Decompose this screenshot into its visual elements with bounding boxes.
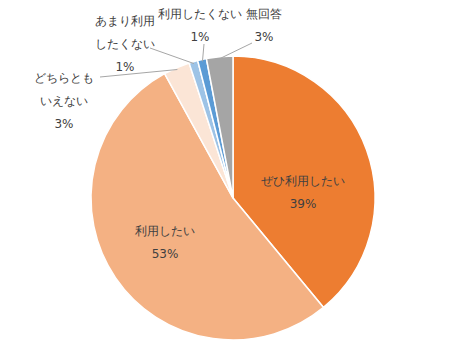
value-label: 53% — [152, 247, 179, 261]
category-label: 無回答 — [246, 7, 282, 21]
value-label: 39% — [290, 197, 317, 211]
leader-line — [150, 48, 194, 64]
category-label: 利用したい — [135, 224, 195, 238]
leader-line — [202, 44, 204, 61]
value-label: 1% — [190, 30, 209, 44]
value-label: 3% — [54, 117, 73, 131]
slice — [206, 56, 233, 198]
chart: ぜひ利用したい 39% 利用したい 53% どちらともいえない 3% あまり利用したくない 1… — [0, 0, 466, 359]
value-label: 3% — [254, 30, 273, 44]
value-label: 1% — [115, 60, 134, 74]
category-label: ぜひ利用したい — [261, 174, 345, 188]
pie — [91, 56, 375, 340]
leader-line — [100, 70, 177, 77]
labels: ぜひ利用したい 39% 利用したい 53% どちらともいえない 3% あまり利用したくない 1… — [34, 7, 345, 261]
category-label: どちらともいえない — [34, 71, 94, 108]
category-label: あまり利用したくない — [95, 14, 155, 51]
leader-line — [220, 43, 252, 59]
category-label: 利用したくない — [158, 7, 242, 21]
